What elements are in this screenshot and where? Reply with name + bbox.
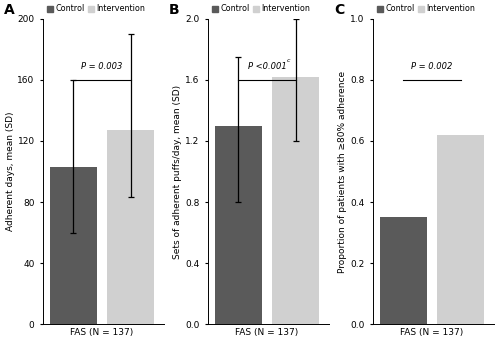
Y-axis label: Adherent days, mean (SD): Adherent days, mean (SD) [6,112,15,231]
Y-axis label: Sets of adherent puffs/day, mean (SD): Sets of adherent puffs/day, mean (SD) [174,84,182,259]
Text: P = 0.003: P = 0.003 [82,62,122,71]
Text: P <0.001: P <0.001 [248,62,286,71]
Bar [272,77,320,324]
Text: P = 0.002: P = 0.002 [412,62,453,71]
Text: A: A [4,3,15,17]
Bar [107,130,154,324]
Text: C: C [334,3,344,17]
Text: c: c [286,58,290,63]
Y-axis label: Proportion of patients with ≥80% adherence: Proportion of patients with ≥80% adheren… [338,70,347,273]
Legend: Control, Intervention: Control, Intervention [212,4,310,13]
Legend: Control, Intervention: Control, Intervention [377,4,475,13]
Legend: Control, Intervention: Control, Intervention [47,4,145,13]
Bar [50,167,97,324]
Text: B: B [169,3,179,17]
Bar [380,217,427,324]
Bar [214,126,262,324]
Bar [437,135,484,324]
